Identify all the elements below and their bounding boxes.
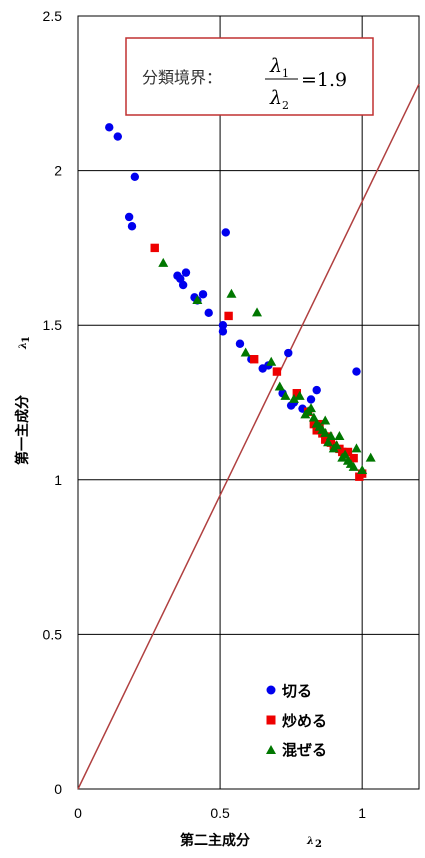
data-point-1: [349, 453, 358, 463]
annotation-value: =1.9: [301, 69, 347, 91]
data-point-2: [351, 443, 362, 453]
data-point-0: [352, 367, 361, 376]
y-axis-subscript: 1: [21, 336, 32, 343]
data-point-1: [150, 243, 159, 253]
data-point-0: [105, 123, 114, 132]
legend-label-1: 炒める: [282, 712, 327, 730]
x-axis-symbol: λ: [306, 836, 314, 847]
data-point-2: [340, 449, 351, 459]
legend: 切る 炒める 混ぜる: [266, 682, 327, 759]
data-point-2: [365, 452, 376, 462]
data-point-2: [280, 390, 291, 400]
annotation-numerator-subscript: 1: [282, 67, 289, 80]
data-point-1: [224, 311, 233, 321]
data-point-1: [338, 447, 347, 457]
data-point-0: [218, 321, 228, 330]
data-point-0: [178, 280, 188, 290]
data-point-0: [204, 308, 213, 318]
classification-boundary-line: [77, 83, 420, 790]
x-tick-label: 0: [74, 805, 82, 821]
data-point-2: [320, 415, 331, 425]
y-axis-label: 第一主成分: [14, 395, 31, 465]
data-point-0: [218, 327, 228, 336]
data-point-0: [130, 172, 140, 181]
data-points: [105, 123, 376, 481]
data-point-1: [343, 447, 353, 457]
x-tick-labels: 0 0.5 1: [74, 805, 366, 821]
data-point-2: [240, 347, 251, 357]
data-point-2: [357, 465, 368, 475]
y-tick-label: 1.5: [43, 317, 63, 333]
data-point-0: [198, 290, 208, 299]
y-tick-labels: 0 0.5 1 1.5 2 2.5: [43, 8, 63, 797]
legend-marker-square: [266, 715, 276, 725]
y-tick-label: 0.5: [43, 626, 63, 642]
data-point-2: [331, 440, 342, 450]
data-point-0: [127, 222, 137, 231]
data-point-0: [312, 385, 321, 395]
y-tick-label: 1: [54, 472, 62, 488]
data-point-0: [181, 268, 191, 277]
data-point-2: [294, 390, 305, 400]
data-point-2: [308, 412, 319, 422]
x-tick-label: 1: [358, 805, 366, 821]
data-point-2: [320, 427, 331, 437]
plot-area-frame: [77, 15, 420, 790]
data-point-1: [249, 355, 259, 364]
legend-marker-circle: [266, 685, 276, 695]
data-point-2: [325, 431, 336, 441]
y-axis-title: 第一主成分 λ 1: [14, 336, 32, 465]
annotation-numerator-symbol: λ: [269, 55, 282, 77]
data-point-2: [348, 461, 359, 471]
y-axis-symbol: λ: [18, 342, 29, 350]
data-point-2: [266, 356, 277, 366]
data-point-2: [252, 307, 263, 317]
data-point-2: [226, 288, 237, 298]
annotation-box: [125, 37, 374, 116]
data-point-0: [284, 348, 293, 358]
data-point-2: [288, 393, 299, 403]
data-point-0: [235, 339, 245, 348]
data-point-2: [158, 257, 169, 267]
boundary-annotation: 分類境界： λ 1 λ 2 =1.9: [125, 37, 374, 116]
x-axis-title: 第二主成分 λ 2: [180, 832, 322, 850]
data-point-1: [272, 367, 282, 376]
y-tick-label: 2.5: [43, 8, 63, 24]
x-axis-label: 第二主成分: [180, 832, 250, 849]
legend-label-2: 混ぜる: [282, 741, 327, 759]
x-tick-label: 0.5: [210, 805, 230, 821]
data-point-2: [274, 381, 285, 391]
legend-label-0: 切る: [282, 682, 312, 700]
annotation-prefix: 分類境界：: [142, 68, 222, 87]
data-point-0: [286, 401, 296, 410]
grid-lines: [78, 16, 419, 789]
data-point-0: [221, 228, 230, 237]
data-point-2: [306, 403, 317, 413]
data-point-2: [334, 431, 345, 441]
data-point-2: [192, 294, 203, 304]
legend-marker-triangle: [266, 745, 276, 754]
y-tick-label: 2: [54, 163, 62, 179]
data-point-2: [323, 437, 334, 447]
data-point-0: [113, 132, 122, 141]
data-point-1: [292, 389, 302, 398]
y-tick-label: 0: [54, 781, 62, 797]
x-axis-subscript: 2: [315, 839, 322, 850]
data-point-0: [306, 395, 316, 404]
data-point-0: [124, 212, 134, 222]
annotation-denominator-subscript: 2: [282, 99, 289, 112]
annotation-denominator-symbol: λ: [269, 87, 282, 109]
